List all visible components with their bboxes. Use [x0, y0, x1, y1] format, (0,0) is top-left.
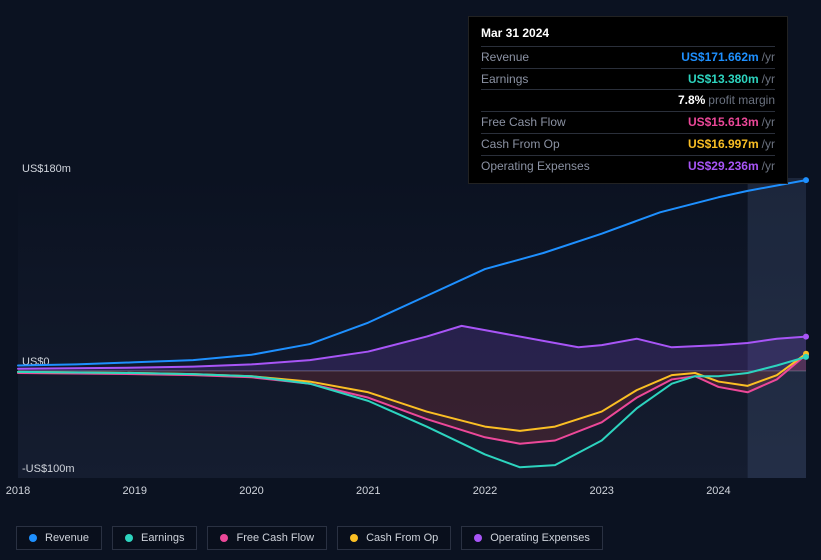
legend-item-free-cash-flow[interactable]: Free Cash Flow	[207, 526, 327, 550]
tooltip-row-value: US$13.380m/yr	[688, 71, 775, 88]
legend-dot-icon	[29, 534, 37, 542]
tooltip-row-value: US$15.613m/yr	[688, 114, 775, 131]
svg-text:2019: 2019	[122, 485, 146, 497]
legend-label: Revenue	[45, 532, 89, 544]
svg-text:2023: 2023	[589, 485, 613, 497]
legend-label: Cash From Op	[366, 532, 438, 544]
tooltip-row: 7.8%profit margin	[481, 89, 775, 111]
legend-dot-icon	[350, 534, 358, 542]
chart-legend: Revenue Earnings Free Cash Flow Cash From O…	[16, 526, 603, 550]
legend-item-earnings[interactable]: Earnings	[112, 526, 197, 550]
chart-tooltip: Mar 31 2024 Revenue US$171.662m/yr Earning…	[468, 16, 788, 184]
tooltip-row-value: 7.8%profit margin	[678, 92, 775, 109]
legend-dot-icon	[474, 534, 482, 542]
tooltip-row-label: Earnings	[481, 71, 528, 88]
legend-label: Free Cash Flow	[236, 532, 314, 544]
tooltip-row: Cash From Op US$16.997m/yr	[481, 133, 775, 155]
legend-item-revenue[interactable]: Revenue	[16, 526, 102, 550]
tooltip-row: Operating Expenses US$29.236m/yr	[481, 155, 775, 177]
legend-label: Operating Expenses	[490, 532, 590, 544]
tooltip-row: Earnings US$13.380m/yr	[481, 68, 775, 90]
svg-text:US$180m: US$180m	[22, 163, 71, 175]
tooltip-date: Mar 31 2024	[481, 25, 775, 42]
tooltip-row-value: US$16.997m/yr	[688, 136, 775, 153]
svg-text:2018: 2018	[6, 485, 30, 497]
tooltip-row-label: Revenue	[481, 49, 529, 66]
tooltip-row: Revenue US$171.662m/yr	[481, 46, 775, 68]
legend-dot-icon	[220, 534, 228, 542]
legend-dot-icon	[125, 534, 133, 542]
legend-item-operating-expenses[interactable]: Operating Expenses	[461, 526, 603, 550]
tooltip-row-value: US$29.236m/yr	[688, 158, 775, 175]
svg-text:2024: 2024	[706, 485, 730, 497]
tooltip-row: Free Cash Flow US$15.613m/yr	[481, 111, 775, 133]
svg-text:-US$100m: -US$100m	[22, 463, 75, 475]
svg-text:2021: 2021	[356, 485, 380, 497]
legend-label: Earnings	[141, 532, 184, 544]
tooltip-row-label: Free Cash Flow	[481, 114, 566, 131]
tooltip-row-label: Operating Expenses	[481, 158, 590, 175]
svg-text:2022: 2022	[473, 485, 497, 497]
svg-text:2020: 2020	[239, 485, 263, 497]
tooltip-row-label: Cash From Op	[481, 136, 560, 153]
legend-item-cash-from-op[interactable]: Cash From Op	[337, 526, 451, 550]
tooltip-row-value: US$171.662m/yr	[681, 49, 775, 66]
